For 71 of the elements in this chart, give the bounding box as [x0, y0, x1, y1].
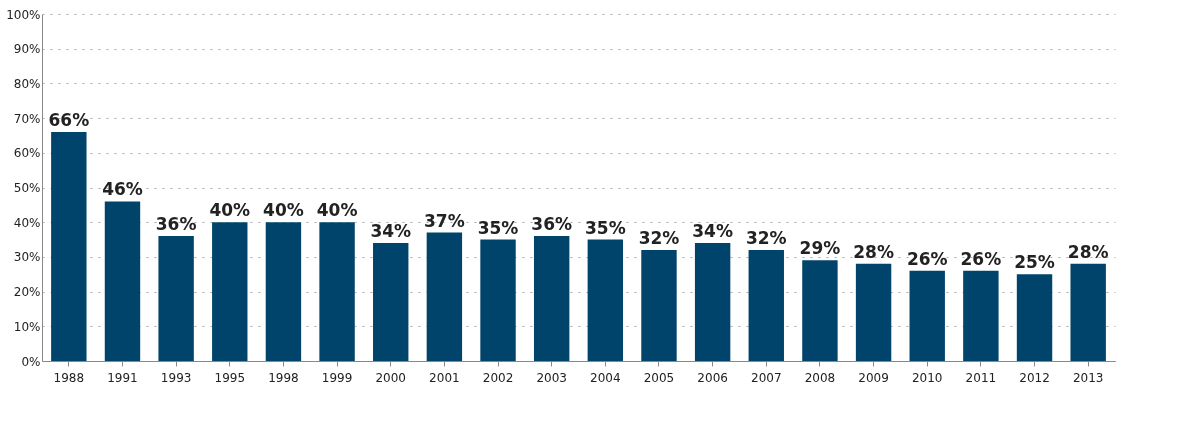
bar: [51, 131, 87, 361]
data-label: 40%: [316, 200, 358, 221]
bar: [104, 201, 141, 361]
x-tick-label: 2009: [858, 370, 889, 385]
y-tick-label: 10%: [13, 319, 41, 334]
bar: [480, 239, 516, 361]
y-tick-label: 60%: [13, 146, 41, 161]
data-label: 35%: [584, 217, 626, 238]
data-label: 32%: [745, 227, 787, 248]
x-tick-label: 2003: [536, 370, 567, 385]
y-tick-label: 100%: [6, 7, 41, 22]
data-label: 28%: [853, 241, 894, 262]
bar: [587, 239, 624, 361]
x-tick-label: 1988: [53, 370, 85, 385]
bar: [1070, 263, 1106, 361]
bar: [319, 222, 355, 361]
data-label: 25%: [1014, 252, 1055, 273]
y-tick-label: 70%: [13, 111, 41, 126]
bar: [641, 249, 677, 361]
bar: [963, 270, 999, 361]
x-tick-label: 2007: [751, 370, 782, 385]
x-tick-label: 2000: [375, 370, 406, 385]
data-label: 35%: [477, 217, 519, 238]
bar: [426, 232, 463, 361]
x-tick-label: 2001: [429, 370, 460, 385]
data-label: 26%: [960, 248, 1002, 269]
bar: [533, 236, 570, 361]
data-label: 29%: [799, 238, 841, 259]
data-label: 66%: [48, 109, 90, 130]
data-label: 28%: [1067, 241, 1109, 262]
data-label: 46%: [102, 179, 143, 200]
bar: [265, 222, 302, 361]
bar: [748, 249, 784, 361]
data-label: 34%: [370, 221, 412, 242]
y-tick-label: 90%: [13, 42, 41, 57]
y-tick-label: 20%: [13, 285, 41, 300]
y-tick-label: 40%: [13, 215, 41, 230]
x-tick-label: 2011: [965, 370, 997, 385]
bar: [802, 260, 838, 361]
x-tick-label: 2012: [1019, 370, 1050, 385]
x-tick-label: 2004: [590, 370, 621, 385]
x-tick-label: 1998: [268, 370, 299, 385]
x-tick-label: 2005: [643, 370, 675, 385]
x-tick-label: 2010: [911, 370, 943, 385]
x-tick-label: 2008: [804, 370, 836, 385]
data-label: 36%: [155, 214, 197, 235]
data-label: 26%: [906, 248, 948, 269]
x-tick-label: 2002: [482, 370, 514, 385]
data-label: 32%: [638, 227, 680, 248]
data-label: 40%: [209, 200, 251, 221]
x-tick-label: 2006: [697, 370, 728, 385]
y-tick-label: 50%: [13, 181, 41, 195]
bar: [212, 222, 248, 361]
x-tick-label: 1993: [160, 370, 192, 385]
y-tick-label: 0%: [21, 354, 41, 369]
bar: [855, 263, 892, 361]
data-label: 40%: [263, 200, 304, 221]
bar: [1016, 274, 1053, 361]
bar: [373, 243, 409, 361]
data-label: 34%: [692, 221, 733, 242]
y-tick-label: 80%: [13, 76, 41, 91]
x-tick-label: 2013: [1072, 370, 1104, 385]
bar: [909, 270, 945, 361]
data-label: 37%: [424, 210, 465, 231]
x-tick-label: 1995: [214, 370, 246, 385]
x-tick-label: 1999: [321, 370, 353, 385]
x-tick-label: 1991: [107, 370, 138, 385]
bar: [694, 243, 731, 361]
data-label: 36%: [531, 214, 573, 235]
y-tick-label: 30%: [13, 250, 41, 265]
bar: [158, 236, 194, 361]
